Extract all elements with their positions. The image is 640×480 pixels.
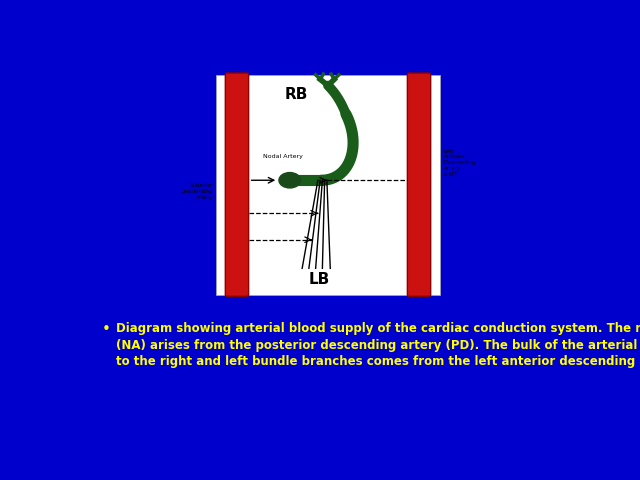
Ellipse shape [279, 172, 301, 188]
FancyBboxPatch shape [408, 73, 431, 296]
Text: Posterior
Descending
Artery: Posterior Descending Artery [180, 183, 212, 200]
Text: Nodal Artery: Nodal Artery [263, 154, 303, 158]
Text: LB: LB [308, 272, 330, 287]
FancyBboxPatch shape [225, 73, 248, 296]
Text: Left
Anterior
Descending
Artery
(LAD): Left Anterior Descending Artery (LAD) [444, 148, 476, 177]
Bar [216, 74, 440, 295]
Text: RB: RB [285, 87, 308, 102]
Text: •: • [102, 323, 111, 337]
Text: Diagram showing arterial blood supply of the cardiac conduction system. The noda: Diagram showing arterial blood supply of… [116, 323, 640, 369]
